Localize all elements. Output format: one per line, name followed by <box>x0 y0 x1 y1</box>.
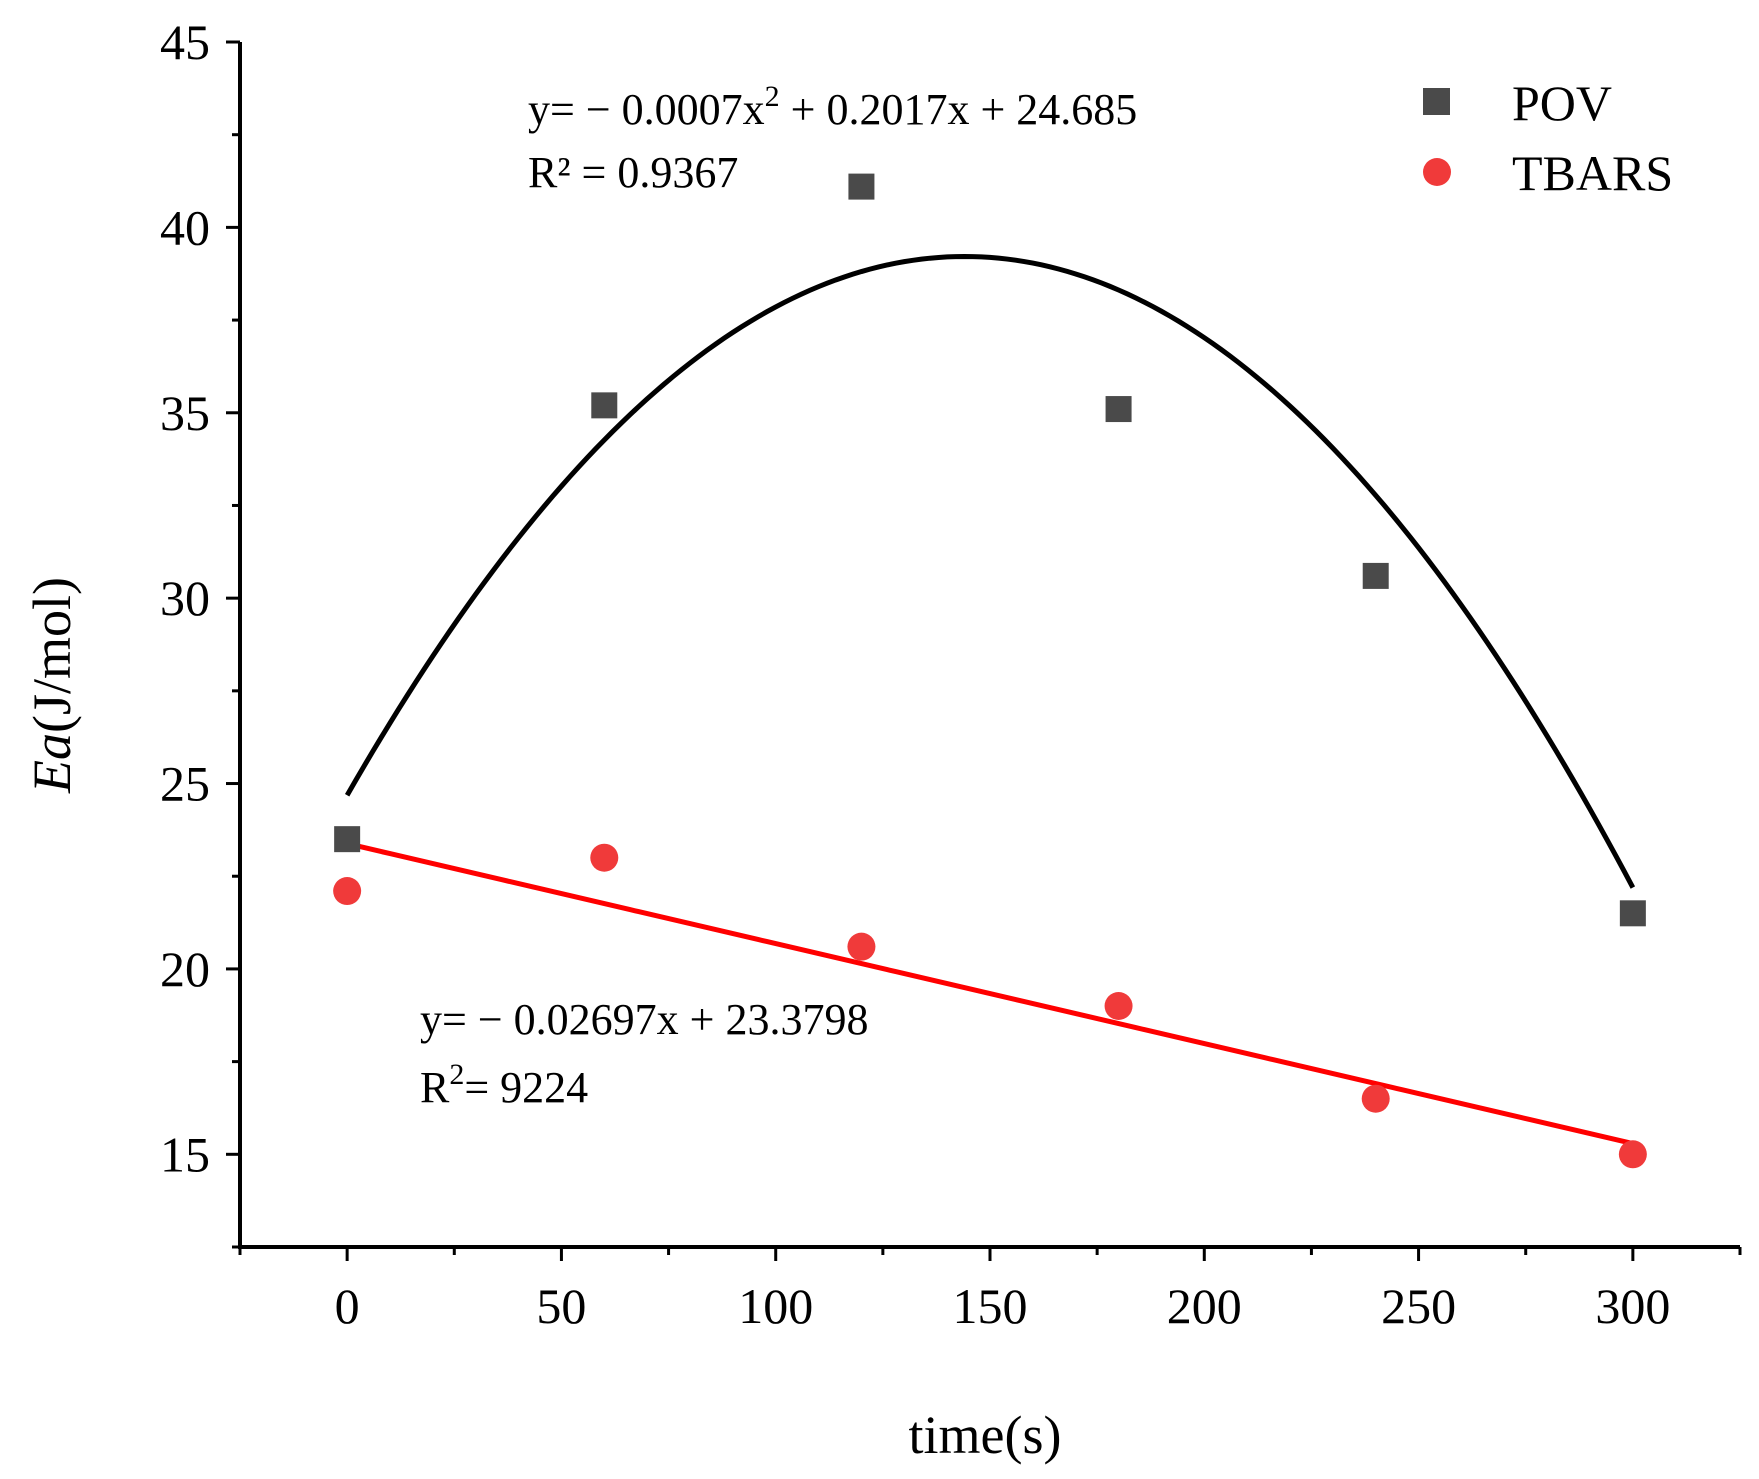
pov-point <box>1105 396 1132 423</box>
tbars-fit-line <box>346 841 1634 1147</box>
legend-tbars-label: TBARS <box>1512 145 1673 201</box>
x-tick-label: 300 <box>1595 1278 1670 1334</box>
y-axis-title-italic: Ea <box>22 733 82 794</box>
y-tick-label: 15 <box>160 1126 210 1182</box>
x-tick-label: 250 <box>1381 1278 1456 1334</box>
annotations: y= − 0.0007x2 + 0.2017x + 24.685 R² = 0.… <box>420 80 1137 1112</box>
tbars-point <box>1618 1140 1647 1169</box>
y-tick-label: 30 <box>160 570 210 626</box>
legend-tbars-marker <box>1423 158 1451 186</box>
tbars-r2-prefix: R <box>420 1063 450 1112</box>
tbars-equation: y= − 0.02697x + 23.3798 <box>420 995 868 1044</box>
tbars-r2-exponent: 2 <box>449 1058 464 1091</box>
y-tick-label: 45 <box>160 14 210 70</box>
y-axis-ticks: 15 20 25 30 35 40 45 <box>160 14 240 1249</box>
y-tick-label: 25 <box>160 756 210 812</box>
x-tick-label: 150 <box>953 1278 1028 1334</box>
pov-equation: y= − 0.0007x2 + 0.2017x + 24.685 <box>528 80 1137 134</box>
pov-point <box>591 392 618 419</box>
x-tick-label: 200 <box>1167 1278 1242 1334</box>
pov-point <box>1619 900 1646 927</box>
fit-curves <box>344 253 1636 1147</box>
tbars-point <box>1361 1084 1390 1113</box>
pov-point <box>1362 562 1389 589</box>
tbars-point <box>333 877 362 906</box>
x-axis-title: time(s) <box>909 1405 1062 1465</box>
axes-layer: 0 50 100 150 200 250 300 15 20 25 30 35 40 45 <box>160 14 1742 1334</box>
pov-equation-prefix: y= − 0.0007x <box>528 85 765 134</box>
pov-fit-line <box>344 253 1636 889</box>
pov-r-squared: R² = 0.9367 <box>528 148 738 197</box>
pov-equation-exponent: 2 <box>765 80 780 113</box>
data-points <box>333 173 1647 1169</box>
pov-point <box>848 173 875 200</box>
y-tick-label: 35 <box>160 385 210 441</box>
y-tick-label: 20 <box>160 941 210 997</box>
legend-pov-label: POV <box>1512 75 1612 131</box>
legend: POV TBARS <box>1423 75 1673 201</box>
tbars-point <box>847 932 876 961</box>
x-tick-label: 0 <box>335 1278 360 1334</box>
pov-point <box>334 826 361 853</box>
axis-titles: time(s) Ea(J/mol) <box>22 577 1061 1465</box>
tbars-r2-suffix: = 9224 <box>464 1063 588 1112</box>
legend-pov-marker <box>1423 88 1450 115</box>
x-tick-label: 100 <box>738 1278 813 1334</box>
y-tick-label: 40 <box>160 199 210 255</box>
y-axis-title: Ea(J/mol) <box>22 577 82 794</box>
tbars-point <box>590 843 619 872</box>
y-axis-title-unit: (J/mol) <box>22 577 82 733</box>
pov-equation-suffix: + 0.2017x + 24.685 <box>780 85 1138 134</box>
x-tick-label: 50 <box>536 1278 586 1334</box>
tbars-r-squared: R2= 9224 <box>420 1058 588 1112</box>
tbars-point <box>1104 992 1133 1020</box>
x-axis-ticks: 0 50 100 150 200 250 300 <box>238 1247 1742 1334</box>
